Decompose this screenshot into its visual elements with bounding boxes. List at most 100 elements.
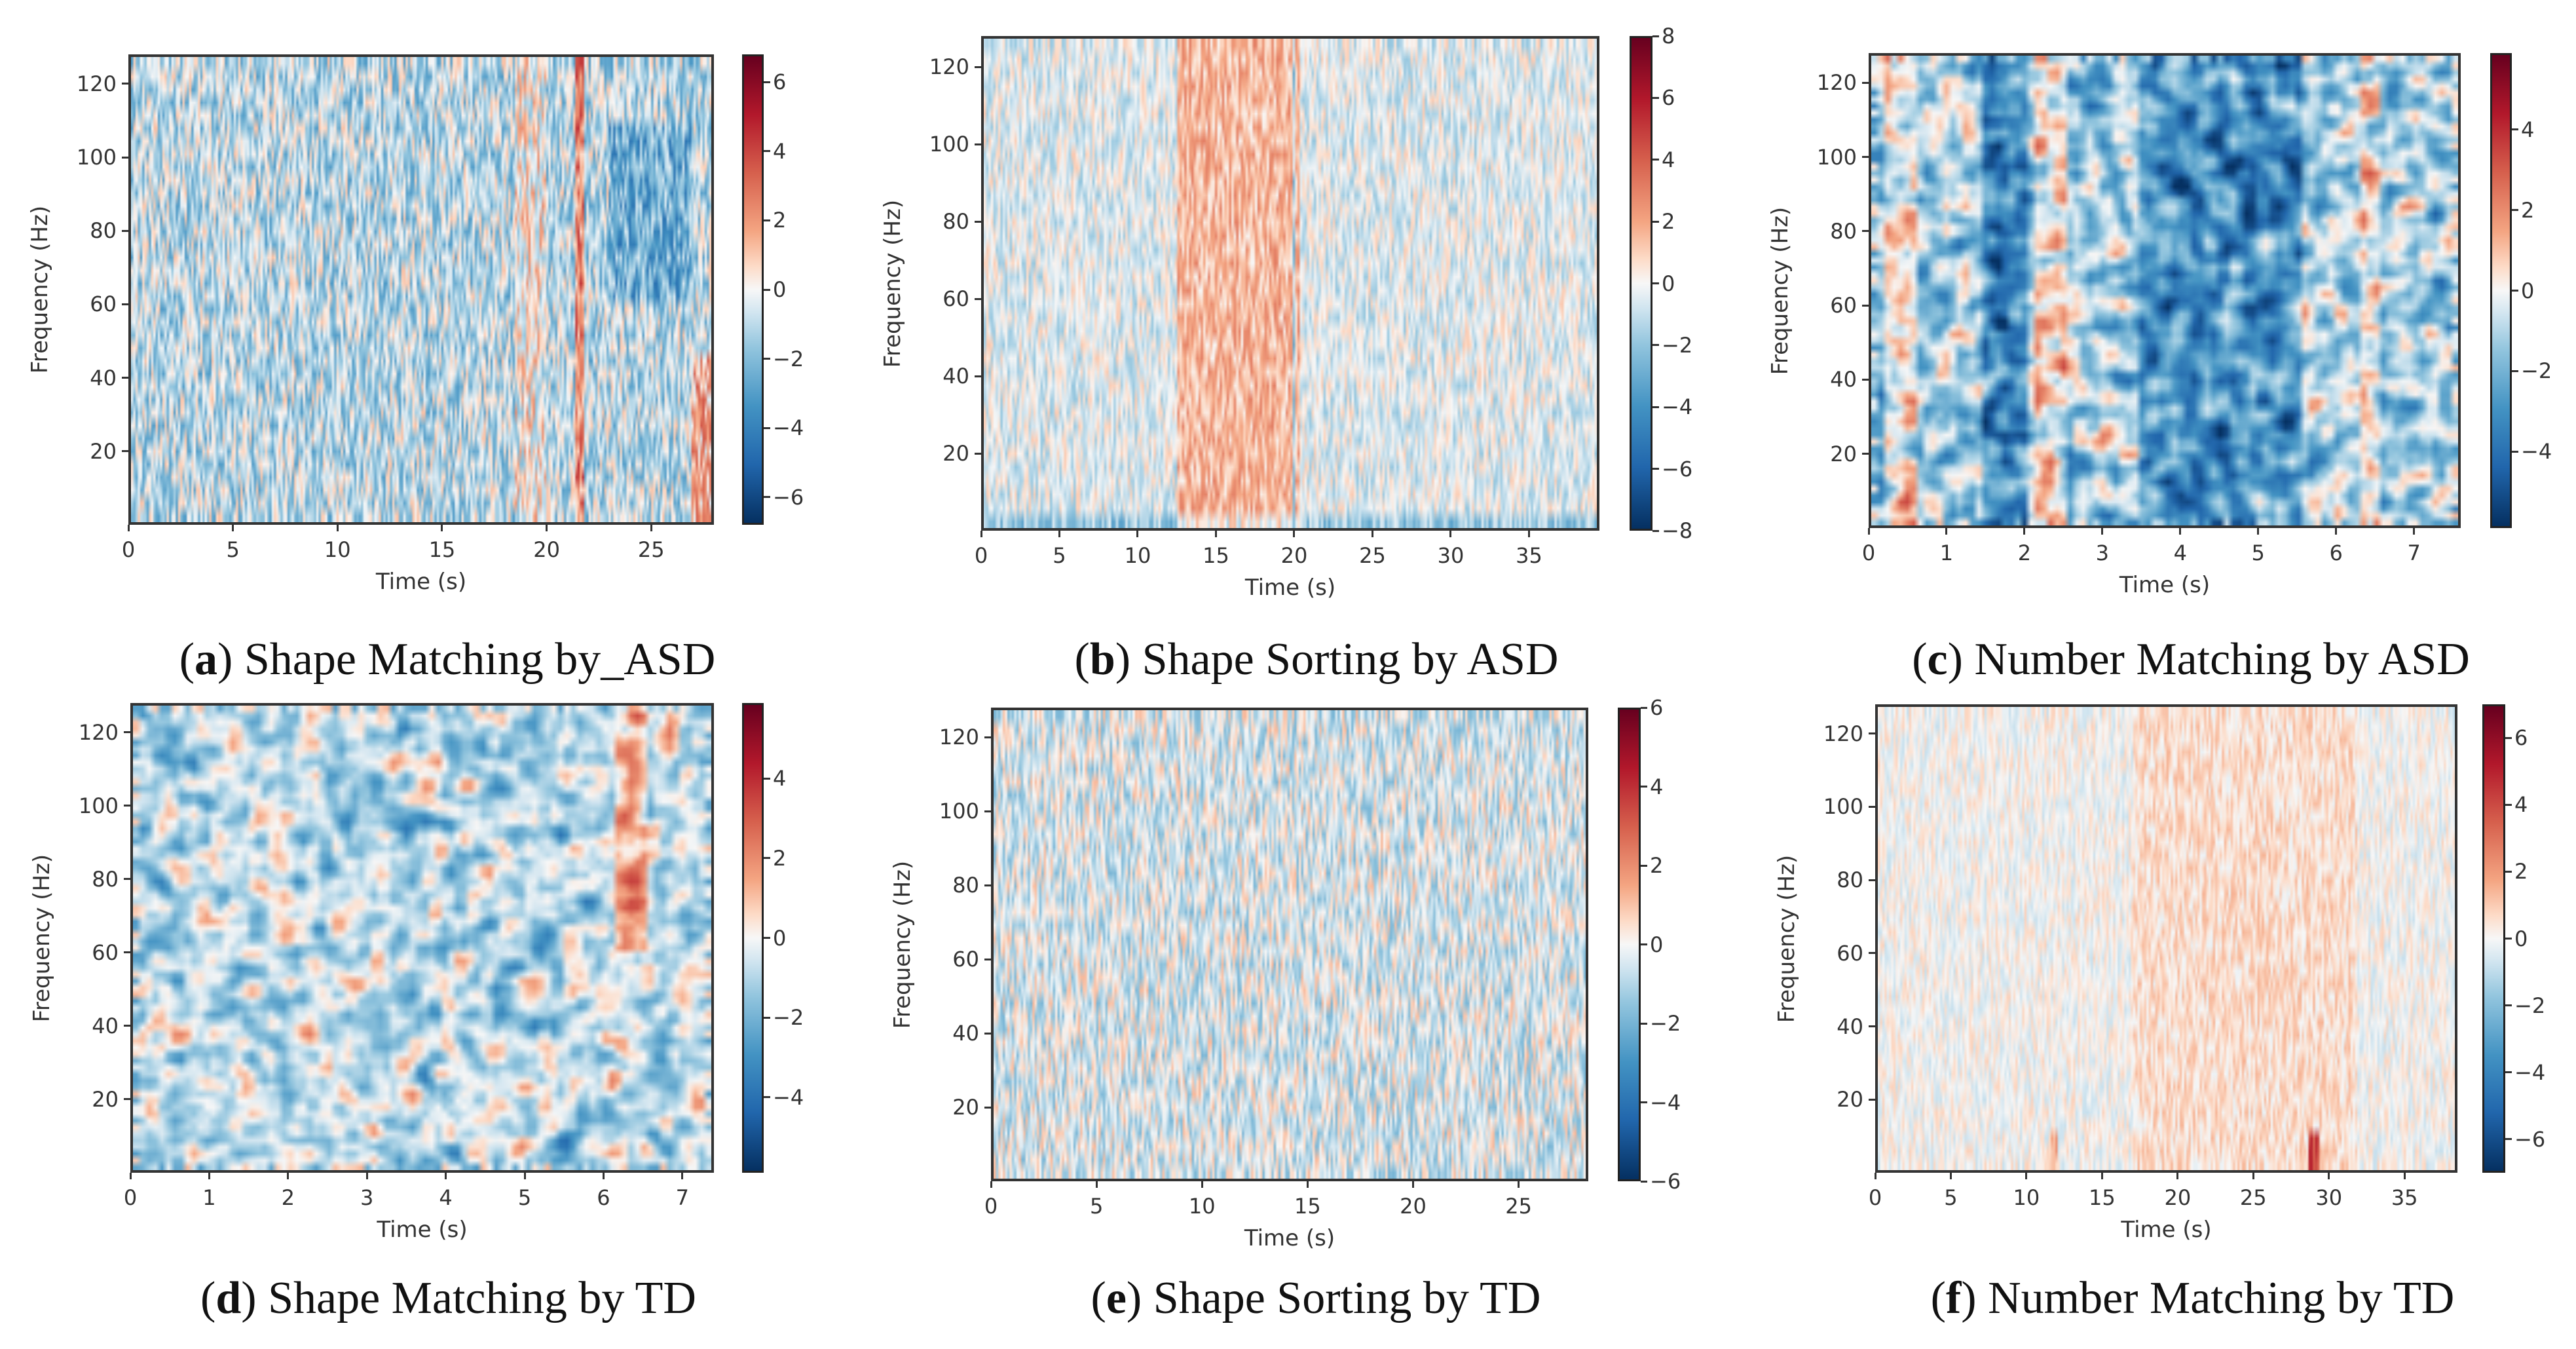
colorbar-tick-label: 6 [773,69,787,95]
colorbar-tick-mark [2505,803,2512,806]
heatmap-cells [984,39,1597,528]
colorbar [742,703,764,1173]
y-tick-label: 80 [1837,867,1863,893]
x-tick-mark [2257,528,2260,535]
colorbar-tick-mark [1641,786,1647,788]
y-tick-label: 80 [952,873,979,898]
y-tick-mark [975,297,981,300]
colorbar-tick-mark [2505,736,2512,739]
x-tick-label: 1 [202,1185,216,1210]
colorbar-tick-mark [1641,864,1647,867]
y-tick-mark [122,377,128,379]
x-tick-label: 4 [2173,541,2187,565]
x-tick-label: 0 [984,1194,998,1219]
colorbar-tick-mark [1641,706,1647,709]
y-tick-label: 60 [1830,293,1857,318]
colorbar-tick-mark [764,288,770,291]
x-tick-mark [1058,531,1060,537]
x-tick-mark [287,1173,289,1179]
x-tick-mark [2176,1173,2179,1179]
x-tick-mark [2179,528,2182,535]
heatmap-plot [130,703,714,1173]
colorbar-tick-mark [764,427,770,429]
panel-caption: (d) Shape Matching by TD [200,1273,696,1323]
colorbar-tick-mark [1641,943,1647,945]
colorbar-tick-label: −2 [2521,358,2552,384]
colorbar-tick-mark [764,81,770,83]
x-tick-mark [2335,528,2338,535]
x-tick-mark [129,1173,132,1179]
heatmap-plot [128,54,714,525]
x-tick-mark [1449,531,1452,537]
y-tick-mark [975,143,981,145]
x-tick-mark [1201,1181,1203,1188]
colorbar-tick-mark [2512,370,2518,372]
y-tick-mark [984,884,991,886]
y-tick-label: 40 [943,364,969,389]
colorbar-tick-mark [1641,1101,1647,1103]
colorbar-tick-label: −6 [773,484,804,510]
x-tick-label: 10 [324,537,351,562]
y-tick-label: 100 [76,145,117,170]
colorbar-tick-label: −6 [1650,1169,1681,1194]
x-tick-mark [650,525,652,531]
y-tick-mark [975,452,981,455]
y-tick-mark [1862,304,1869,307]
x-tick-mark [127,525,130,531]
x-tick-label: 4 [439,1185,453,1210]
colorbar-tick-mark [1652,220,1659,223]
heatmap-plot [991,708,1588,1181]
x-tick-mark [1293,531,1296,537]
y-tick-mark [1862,230,1869,233]
x-tick-label: 5 [517,1185,532,1210]
x-tick-mark [2025,1173,2028,1179]
colorbar-tick-label: 0 [773,925,787,951]
caption-letter: f [1945,1273,1962,1323]
panel-caption: (c) Number Matching by ASD [1912,634,2470,685]
y-tick-label: 100 [929,132,969,157]
colorbar [1618,708,1641,1181]
x-tick-mark [1371,531,1373,537]
colorbar-tick-label: 4 [2514,792,2528,818]
panel-caption: (e) Shape Sorting by TD [1091,1273,1541,1323]
colorbar [2482,704,2505,1173]
colorbar-tick-mark [2512,290,2518,292]
x-tick-label: 10 [2013,1185,2040,1210]
y-tick-label: 120 [939,725,979,750]
colorbar-tick-label: −2 [1662,332,1693,358]
colorbar-tick-label: 8 [1662,24,1675,48]
colorbar [1630,36,1652,531]
colorbar-tick-label: 2 [2521,197,2535,223]
x-tick-label: 20 [533,537,560,562]
x-axis-label: Time (s) [2121,1217,2212,1243]
y-tick-label: 40 [1830,367,1857,392]
colorbar-tick-label: 0 [773,277,787,302]
caption-letter: b [1089,634,1115,685]
x-tick-mark [602,1173,605,1179]
colorbar-tick-mark [1652,96,1659,99]
x-tick-mark [2413,528,2416,535]
colorbar-tick-mark [1652,468,1659,470]
colorbar-tick-label: −6 [2514,1126,2546,1152]
y-axis-label: Frequency (Hz) [880,199,906,368]
y-tick-label: 100 [1823,794,1863,820]
x-tick-label: 6 [597,1185,610,1210]
y-tick-label: 80 [1830,218,1857,244]
colorbar-tick-mark [1652,529,1659,532]
colorbar-tick-label: −4 [2521,439,2552,465]
colorbar-tick-mark [2512,209,2518,212]
colorbar-tick-mark [764,937,770,939]
colorbar-tick-mark [764,1096,770,1099]
x-tick-label: 5 [1944,1185,1958,1210]
y-tick-mark [124,878,130,881]
colorbar-tick-label: 6 [2514,725,2528,751]
x-tick-label: 0 [123,1185,138,1210]
x-tick-label: 0 [121,537,136,562]
colorbar-tick-label: −4 [1662,394,1693,420]
colorbar-tick-mark [2505,870,2512,873]
colorbar-tick-label: −6 [1662,456,1693,482]
colorbar-tick-mark [2512,128,2518,131]
caption-text: Shape Sorting by ASD [1142,634,1559,685]
y-tick-mark [975,220,981,223]
colorbar-tick-label: 4 [2521,117,2535,142]
